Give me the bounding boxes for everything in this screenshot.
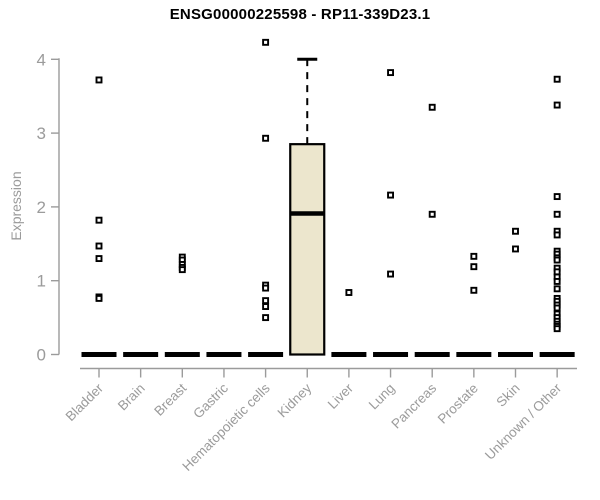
- flat-box-brain: [123, 352, 159, 357]
- outlier-point-hematopoietic-cells-1: [262, 134, 270, 142]
- y-tick-label-4: 4: [37, 50, 46, 69]
- x-category-label-gastric: Gastric: [190, 380, 231, 421]
- y-tick-label-2: 2: [37, 198, 46, 217]
- x-category-label-kidney: Kidney: [275, 380, 315, 420]
- outlier-point-bladder-3: [95, 255, 103, 263]
- flat-box-liver: [331, 352, 367, 357]
- flat-box-breast: [164, 352, 200, 357]
- flat-box-lung: [373, 352, 409, 357]
- outlier-point-unknown-other-24: [553, 325, 561, 333]
- y-tick-label-1: 1: [37, 272, 46, 291]
- outlier-point-hematopoietic-cells-4: [262, 297, 270, 305]
- x-category-label-bladder: Bladder: [63, 380, 107, 424]
- outlier-point-lung-0: [387, 69, 394, 77]
- outlier-point-bladder-2: [95, 242, 103, 250]
- outlier-point-hematopoietic-cells-6: [262, 314, 270, 322]
- outlier-point-lung-2: [387, 270, 394, 278]
- outlier-point-hematopoietic-cells-3: [262, 284, 270, 292]
- outlier-point-prostate-2: [470, 286, 478, 294]
- outlier-point-pancreas-1: [428, 210, 436, 218]
- outlier-point-unknown-other-1: [553, 101, 561, 109]
- outlier-point-liver-0: [345, 289, 353, 296]
- flat-box-bladder: [81, 352, 117, 357]
- x-category-label-liver: Liver: [325, 380, 357, 412]
- flat-box-gastric: [206, 352, 242, 357]
- outlier-point-unknown-other-14: [553, 285, 561, 293]
- x-category-label-skin: Skin: [493, 381, 522, 410]
- outlier-point-lung-1: [387, 191, 394, 199]
- flat-box-unknown-other: [539, 352, 575, 357]
- outlier-point-bladder-0: [95, 76, 103, 84]
- outlier-point-hematopoietic-cells-0: [262, 38, 270, 46]
- x-category-label-breast: Breast: [151, 380, 189, 418]
- flat-box-hematopoietic-cells: [248, 352, 284, 357]
- outlier-point-unknown-other-13: [553, 277, 561, 285]
- x-category-label-pancreas: Pancreas: [388, 380, 439, 431]
- outlier-point-unknown-other-3: [553, 210, 561, 218]
- outlier-point-unknown-other-18: [553, 304, 561, 312]
- y-tick-label-3: 3: [37, 124, 46, 143]
- outlier-point-breast-4: [178, 266, 186, 274]
- outlier-point-bladder-1: [95, 216, 103, 224]
- outlier-point-unknown-other-2: [553, 193, 561, 201]
- outlier-point-prostate-0: [470, 252, 478, 260]
- flat-box-pancreas: [414, 352, 450, 357]
- outlier-point-unknown-other-5: [553, 231, 561, 239]
- outlier-point-unknown-other-0: [553, 75, 561, 83]
- outlier-point-hematopoietic-cells-5: [262, 303, 270, 310]
- flat-box-prostate: [456, 352, 492, 357]
- y-tick-label-0: 0: [37, 346, 46, 365]
- x-category-label-brain: Brain: [115, 381, 148, 414]
- outlier-point-pancreas-0: [428, 103, 436, 111]
- x-category-label-lung: Lung: [366, 381, 398, 413]
- chart-title: ENSG00000225598 - RP11-339D23.1: [169, 6, 431, 23]
- box-kidney: [289, 143, 326, 356]
- x-category-label-unknown-other: Unknown / Other: [482, 380, 565, 463]
- x-category-label-prostate: Prostate: [435, 381, 481, 427]
- outlier-point-skin-1: [512, 245, 519, 253]
- flat-box-skin: [498, 352, 533, 357]
- outlier-point-skin-0: [512, 227, 519, 235]
- outlier-point-prostate-1: [470, 263, 478, 271]
- outlier-point-unknown-other-9: [553, 256, 561, 264]
- outlier-point-bladder-5: [95, 294, 103, 302]
